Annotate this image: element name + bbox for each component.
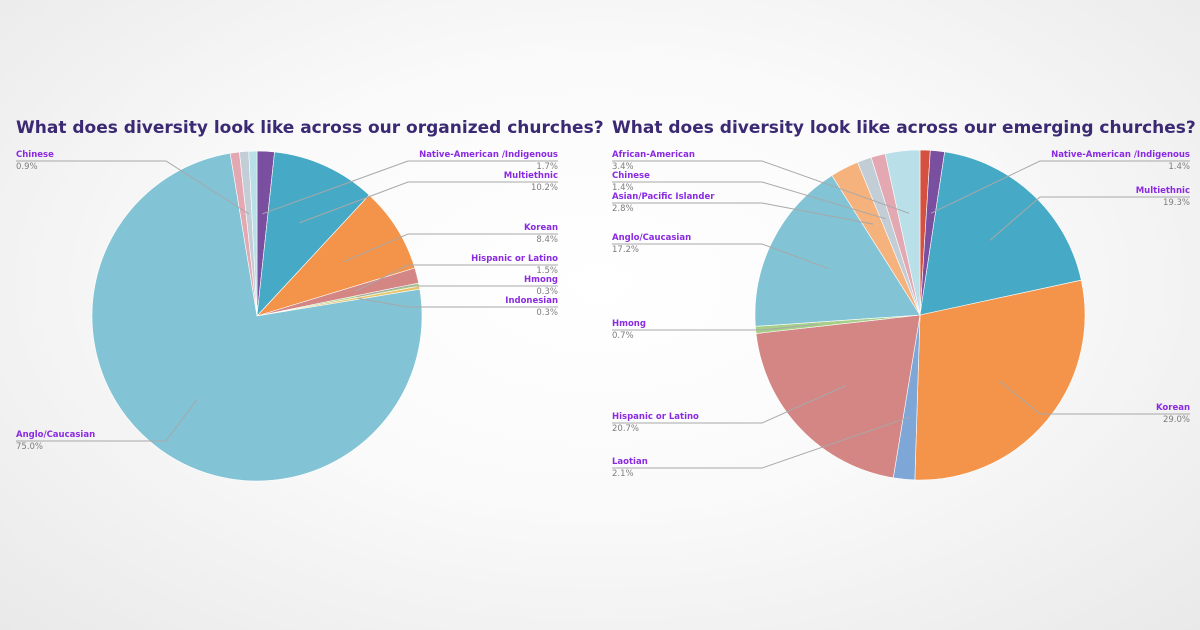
pie-slice-hispanic-or-latino xyxy=(755,314,921,479)
slice-value-indonesian: 0.3% xyxy=(536,308,558,318)
slice-value-chinese: 1.4% xyxy=(612,183,634,193)
slice-value-hmong: 0.7% xyxy=(612,331,634,341)
leader-line-anglo-caucasian xyxy=(16,398,198,442)
slice-label-chinese: Chinese xyxy=(612,171,650,181)
leader-line-native-american-indigenous xyxy=(262,160,558,215)
slice-label-multiethnic: Multiethnic xyxy=(1136,186,1190,196)
leader-line-asian-pacific-islander xyxy=(612,202,874,225)
slice-value-korean: 8.4% xyxy=(536,235,558,245)
leader-line-hispanic-or-latino xyxy=(355,264,558,292)
right-pie-labels: Native-American /Indigenous 1.4% Multiethn… xyxy=(612,150,1190,479)
leader-line-chinese xyxy=(612,181,886,220)
pie-slice-multiethnic xyxy=(919,151,1082,316)
right-chart-title: What does diversity look like across our… xyxy=(612,118,1196,138)
slice-value-african-american: 3.4% xyxy=(612,162,634,172)
leader-line-multiethnic xyxy=(299,181,558,224)
slice-label-chinese: Chinese xyxy=(16,150,54,160)
leader-line-multiethnic xyxy=(989,196,1190,241)
slice-value-hispanic-or-latino: 1.5% xyxy=(536,266,558,276)
slice-value-hispanic-or-latino: 20.7% xyxy=(612,424,639,434)
slice-value-asian-pacific-islander: 2.8% xyxy=(612,204,634,214)
slice-label-laotian: Laotian xyxy=(612,457,648,467)
pie-slice-korean xyxy=(914,279,1086,481)
slice-label-korean: Korean xyxy=(1156,403,1190,413)
slice-label-hispanic-or-latino: Hispanic or Latino xyxy=(471,254,558,264)
slice-label-african-american: African-American xyxy=(612,150,695,160)
left-chart-title: What does diversity look like across our… xyxy=(16,118,604,138)
slice-label-hmong: Hmong xyxy=(612,319,646,329)
slice-value-hmong: 0.3% xyxy=(536,287,558,297)
slice-label-anglo-caucasian: Anglo/Caucasian xyxy=(612,233,691,243)
left-pie-slices xyxy=(91,150,423,482)
slice-label-native-american-indigenous: Native-American /Indigenous xyxy=(419,150,558,160)
slice-value-korean: 29.0% xyxy=(1163,415,1190,425)
slice-value-anglo-caucasian: 75.0% xyxy=(16,442,43,452)
right-pie-chart: What does diversity look like across our… xyxy=(612,118,1196,481)
slice-label-indonesian: Indonesian xyxy=(505,296,558,306)
leader-line-native-american-indigenous xyxy=(930,160,1190,214)
pie-slice-unlabeled-9 xyxy=(248,150,258,317)
slice-value-chinese: 0.9% xyxy=(16,162,38,172)
pie-slice-multiethnic xyxy=(256,151,370,317)
slice-label-hispanic-or-latino: Hispanic or Latino xyxy=(612,412,699,422)
leader-line-hispanic-or-latino xyxy=(612,385,847,424)
slice-label-anglo-caucasian: Anglo/Caucasian xyxy=(16,430,95,440)
slice-value-native-american-indigenous: 1.4% xyxy=(1168,162,1190,172)
slice-value-multiethnic: 19.3% xyxy=(1163,198,1190,208)
slice-label-asian-pacific-islander: Asian/Pacific Islander xyxy=(612,192,715,202)
leader-line-chinese xyxy=(16,160,250,215)
leader-line-laotian xyxy=(612,416,911,469)
slice-value-laotian: 2.1% xyxy=(612,469,634,479)
pie-slice-african-american xyxy=(884,149,921,316)
leader-line-hmong xyxy=(357,285,558,297)
left-pie-labels: Native-American /Indigenous 1.7%Multiethn… xyxy=(16,150,558,452)
leader-line-anglo-caucasian xyxy=(612,243,829,270)
right-pie-slices xyxy=(754,149,1086,481)
pie-slice-anglo-caucasian xyxy=(91,152,423,482)
slice-label-multiethnic: Multiethnic xyxy=(504,171,558,181)
slice-label-native-american-indigenous: Native-American /Indigenous xyxy=(1051,150,1190,160)
slice-value-multiethnic: 10.2% xyxy=(531,183,558,193)
leader-line-hmong xyxy=(612,323,819,331)
left-pie-chart: What does diversity look like across our… xyxy=(16,118,604,482)
slice-value-native-american-indigenous: 1.7% xyxy=(536,162,558,172)
leader-line-indonesian xyxy=(357,297,558,308)
slice-value-anglo-caucasian: 17.2% xyxy=(612,245,639,255)
leader-line-african-american xyxy=(612,160,910,214)
slice-label-hmong: Hmong xyxy=(524,275,558,285)
pie-slice-anglo-caucasian xyxy=(754,175,921,327)
slice-label-korean: Korean xyxy=(524,223,558,233)
leader-line-korean xyxy=(998,380,1190,415)
leader-line-korean xyxy=(343,233,558,263)
